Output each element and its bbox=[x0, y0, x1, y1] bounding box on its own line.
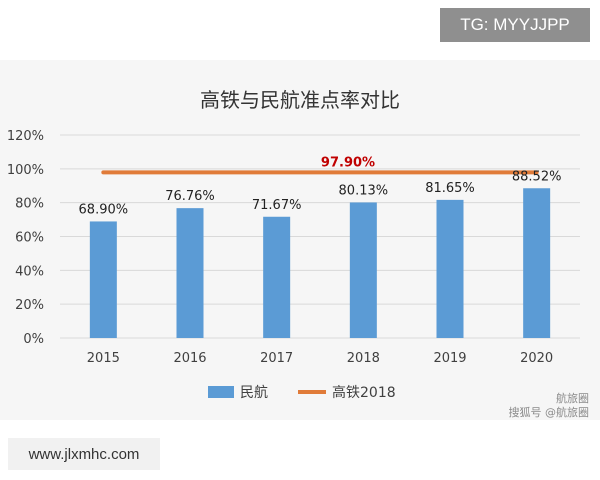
legend-label-gaotie: 高铁2018 bbox=[332, 384, 396, 401]
x-tick-label: 2017 bbox=[260, 351, 293, 366]
y-tick-label: 120% bbox=[7, 129, 44, 144]
bar-data-label: 80.13% bbox=[339, 183, 389, 198]
x-tick-label: 2020 bbox=[520, 351, 553, 366]
tg-watermark-badge: TG: MYYJJPP bbox=[440, 8, 590, 42]
y-tick-label: 100% bbox=[7, 163, 44, 178]
credit-line-2: 搜狐号 @航旅圈 bbox=[508, 406, 590, 419]
legend-swatch-minhang bbox=[208, 386, 234, 398]
x-tick-label: 2018 bbox=[347, 351, 380, 366]
y-tick-label: 60% bbox=[15, 231, 44, 246]
source-credit: 航旅圈 搜狐号 @航旅圈 bbox=[470, 390, 595, 420]
y-tick-label: 20% bbox=[15, 298, 44, 313]
bar-data-label: 81.65% bbox=[425, 181, 475, 196]
bar-2016 bbox=[176, 208, 204, 338]
y-tick-label: 40% bbox=[15, 264, 44, 279]
y-tick-label: 80% bbox=[15, 197, 44, 212]
bar-data-label: 76.76% bbox=[165, 189, 215, 204]
url-watermark-badge: www.jlxmhc.com bbox=[8, 438, 160, 470]
x-tick-label: 2016 bbox=[173, 351, 206, 366]
bar-2020 bbox=[523, 188, 551, 338]
x-tick-label: 2015 bbox=[87, 351, 120, 366]
bar-2018 bbox=[349, 202, 377, 338]
y-tick-label: 0% bbox=[23, 332, 44, 347]
credit-line-1: 航旅圈 bbox=[556, 392, 589, 405]
x-tick-label: 2019 bbox=[433, 351, 466, 366]
bar-2017 bbox=[263, 216, 291, 338]
bar-2015 bbox=[89, 221, 117, 338]
bar-data-label: 68.90% bbox=[79, 202, 129, 217]
bar-data-label: 88.52% bbox=[512, 169, 562, 184]
bar-2019 bbox=[436, 199, 464, 338]
bar-data-label: 71.67% bbox=[252, 198, 302, 213]
line-data-label: 97.90% bbox=[321, 155, 375, 170]
legend-label-minhang: 民航 bbox=[240, 385, 268, 401]
chart-title: 高铁与民航准点率对比 bbox=[200, 88, 400, 112]
